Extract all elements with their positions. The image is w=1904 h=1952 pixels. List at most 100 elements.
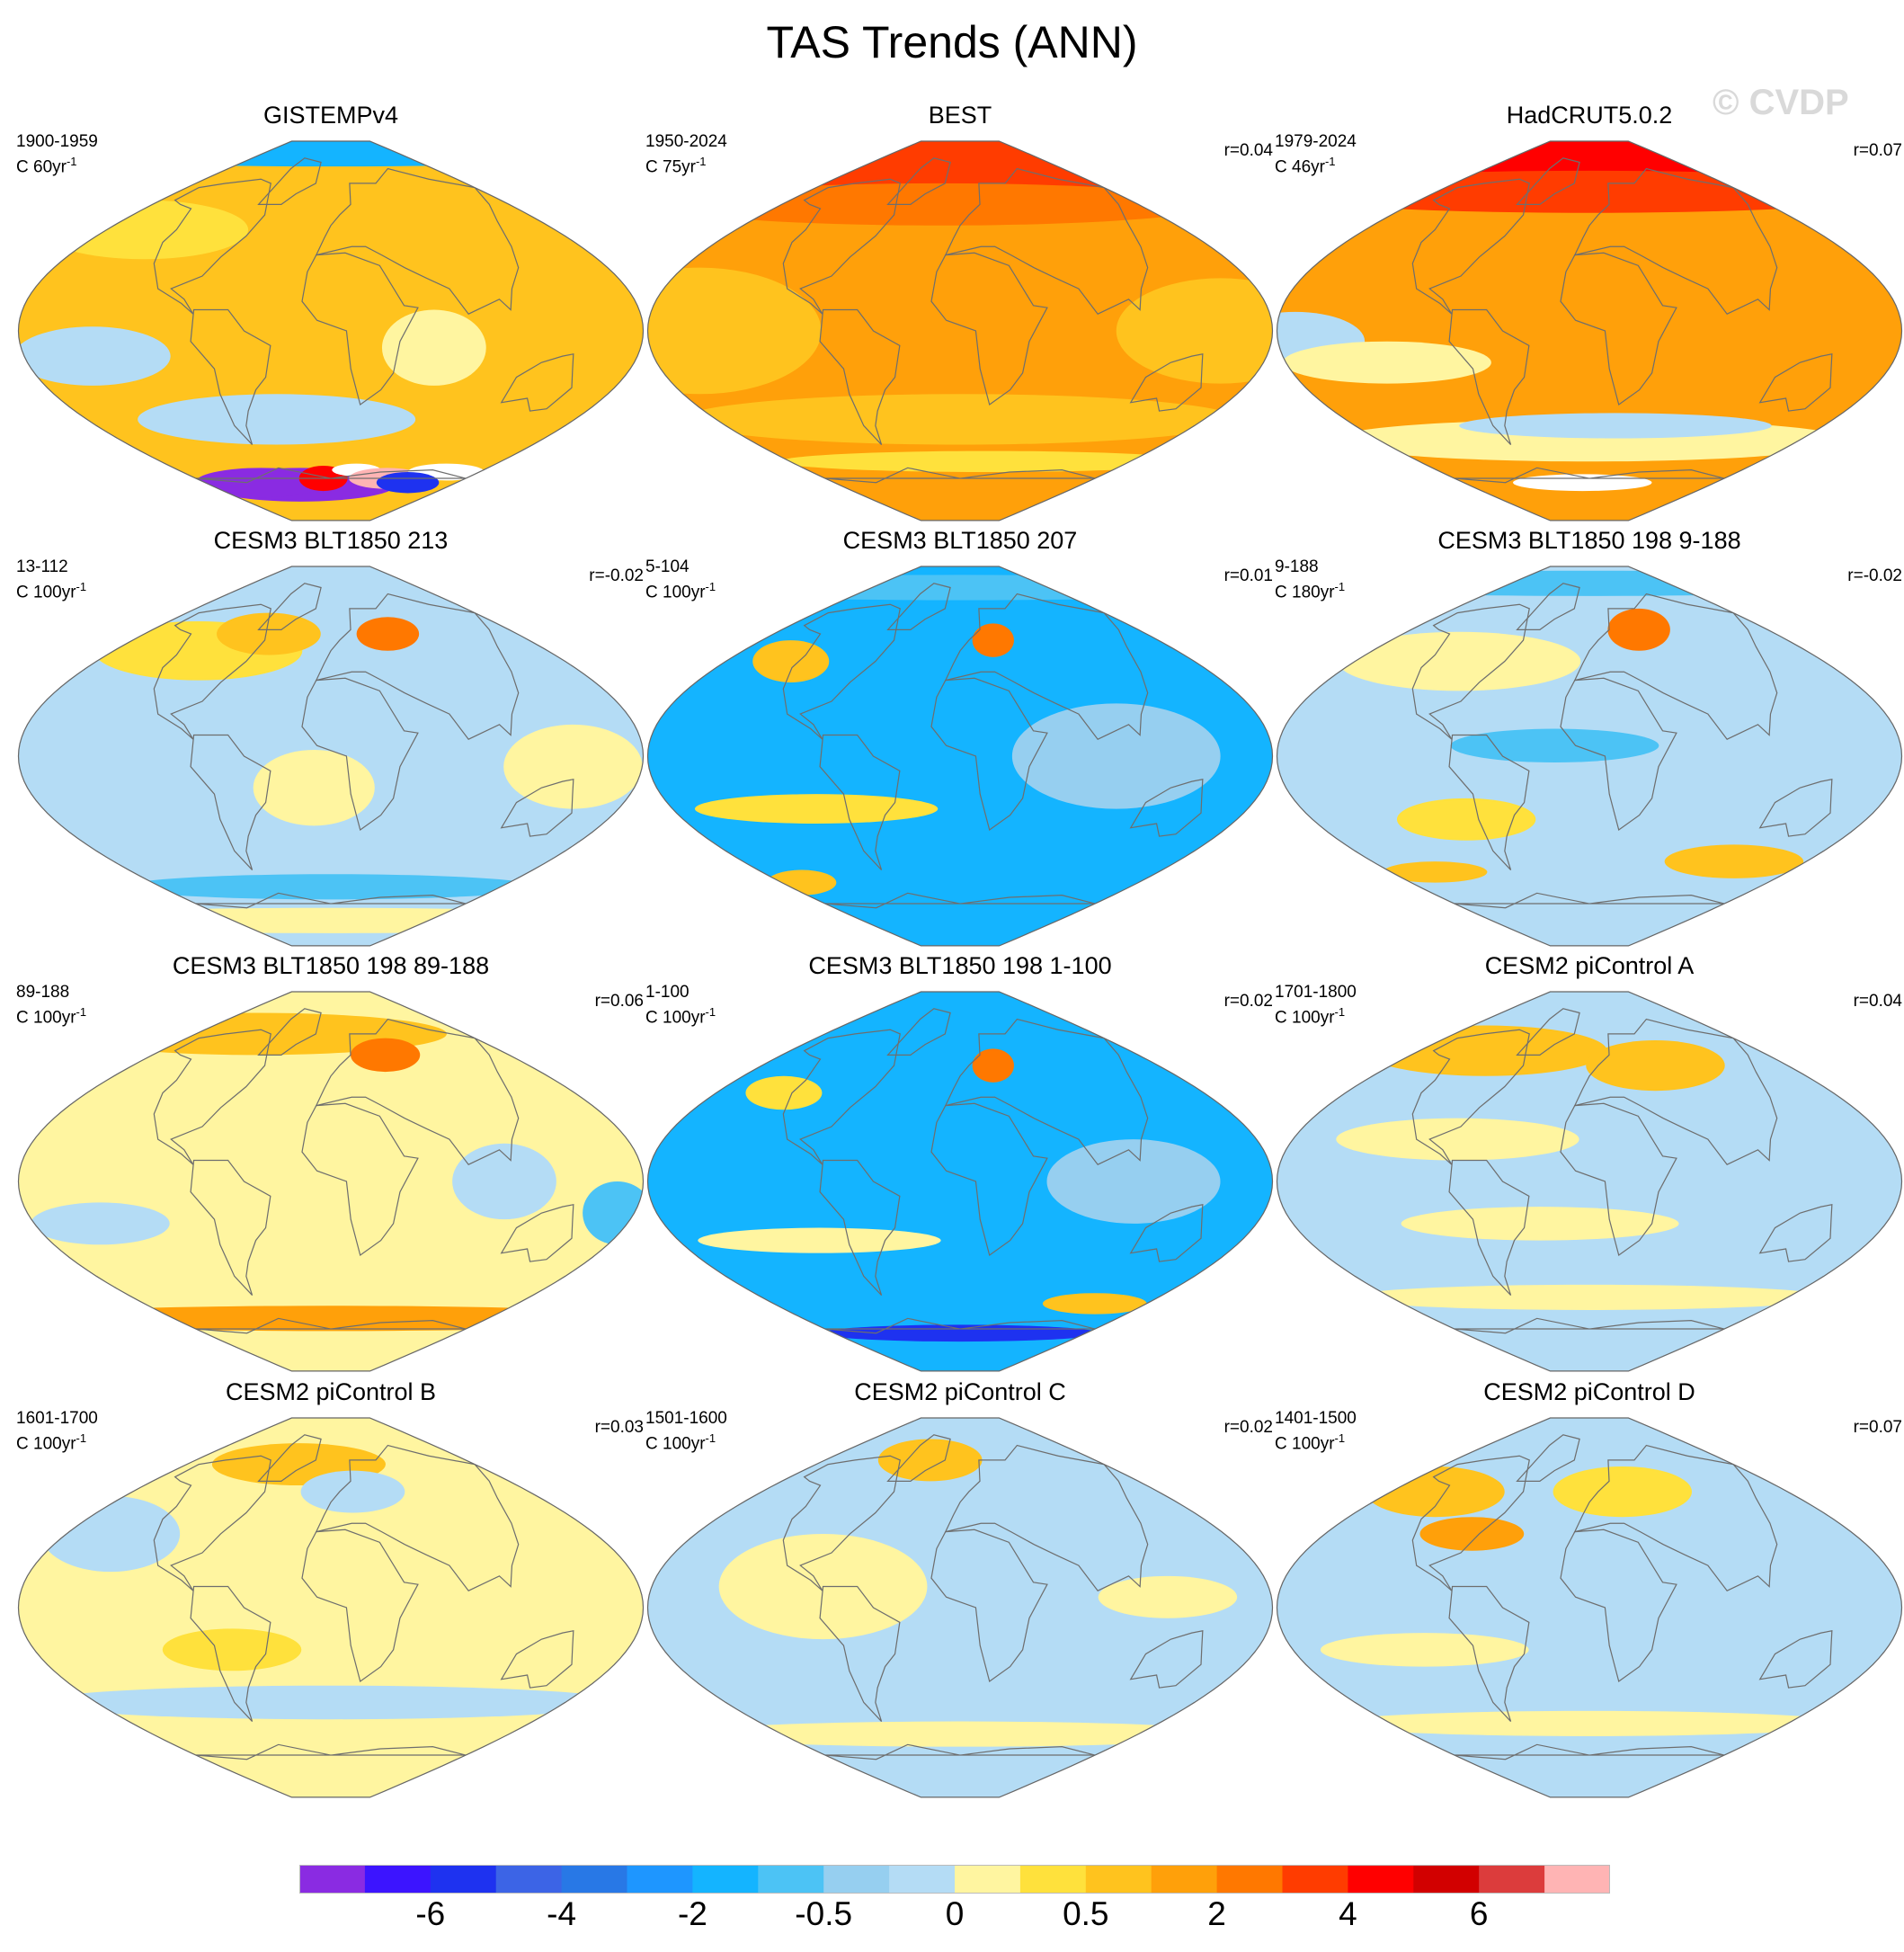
trend-field-patch bbox=[1346, 1284, 1833, 1310]
trend-field-patch bbox=[1401, 1207, 1679, 1241]
coastline bbox=[315, 1018, 520, 1165]
panel-units-exponent: -1 bbox=[1334, 1431, 1346, 1445]
coastline bbox=[195, 467, 467, 484]
map-panel: CESM2 piControl B 1601-1700 C 100yr-1 r=0.0… bbox=[16, 1378, 645, 1801]
panel-title: CESM2 piControl A bbox=[1484, 952, 1695, 979]
map-border bbox=[17, 566, 645, 947]
panel-title: HadCRUT5.0.2 bbox=[1506, 102, 1673, 129]
trend-field-patch bbox=[752, 640, 830, 682]
trend-field-patch bbox=[663, 183, 1218, 226]
panel-units: C 100yr-1 bbox=[16, 1003, 86, 1028]
coastline bbox=[301, 677, 419, 832]
coastline bbox=[301, 1102, 419, 1257]
coastline bbox=[257, 583, 322, 630]
trend-field-patch bbox=[1607, 608, 1670, 651]
panel-units-text: C 100yr bbox=[1275, 1008, 1335, 1028]
panel-correlation: r=0.04 bbox=[1223, 141, 1273, 160]
colorbar-swatch bbox=[430, 1865, 497, 1894]
trend-field-patch bbox=[1450, 728, 1659, 763]
panel-title: CESM3 BLT1850 198 89-188 bbox=[172, 952, 490, 979]
panel-units-exponent: -1 bbox=[1334, 580, 1346, 593]
trend-field-patch bbox=[779, 450, 1197, 473]
coastline bbox=[930, 1102, 1048, 1257]
panel-units: C 100yr-1 bbox=[645, 577, 716, 602]
trend-field-patch bbox=[1011, 703, 1221, 809]
panel-units: C 180yr-1 bbox=[1275, 577, 1345, 602]
panel-units: C 100yr-1 bbox=[1275, 1429, 1345, 1454]
coastline bbox=[1454, 1317, 1725, 1334]
panel-units-text: C 100yr bbox=[16, 1008, 76, 1028]
panel-units-exponent: -1 bbox=[1334, 1005, 1346, 1019]
panel-period: 1601-1700 bbox=[16, 1409, 98, 1428]
coastline bbox=[1411, 178, 1530, 315]
panel-units-text: C 75yr bbox=[645, 157, 696, 177]
panel-correlation: r=0.02 bbox=[1223, 1418, 1273, 1437]
colorbar-swatch bbox=[627, 1865, 693, 1894]
trend-field-patch bbox=[1364, 1025, 1607, 1076]
coastline bbox=[1454, 1743, 1725, 1760]
trend-field-patch bbox=[1664, 844, 1804, 878]
coastline bbox=[1573, 1018, 1778, 1165]
panel-period: 1701-1800 bbox=[1275, 983, 1357, 1002]
trend-field-patch bbox=[194, 468, 327, 498]
coastline bbox=[153, 1029, 271, 1165]
map-panel: CESM2 piControl C 1501-1600 C 100yr-1 r=0.0… bbox=[645, 1378, 1275, 1801]
coastline bbox=[1560, 1529, 1677, 1683]
robinson-map bbox=[1276, 1417, 1903, 1798]
coastline bbox=[886, 583, 951, 630]
trend-field-patch bbox=[1277, 170, 1902, 213]
panel-correlation: r=-0.02 bbox=[1847, 566, 1902, 585]
colorbar-swatch bbox=[1216, 1865, 1283, 1894]
robinson-map bbox=[17, 566, 645, 947]
panel-units-text: C 100yr bbox=[645, 583, 706, 602]
panel-correlation: r=-0.02 bbox=[589, 566, 644, 585]
panel-title: CESM2 piControl B bbox=[225, 1378, 437, 1405]
panel-units: C 100yr-1 bbox=[645, 1429, 716, 1454]
trend-field-patch bbox=[1277, 141, 1902, 175]
panel-period: 1501-1600 bbox=[645, 1409, 727, 1428]
trend-field-patch bbox=[682, 1721, 1238, 1747]
colorbar-swatch bbox=[1413, 1865, 1480, 1894]
panel-units-exponent: -1 bbox=[66, 155, 77, 168]
panel-units: C 46yr-1 bbox=[1275, 152, 1336, 177]
panel-units-text: C 100yr bbox=[16, 1434, 76, 1454]
coastline bbox=[1560, 252, 1677, 406]
panel-units-exponent: -1 bbox=[1324, 155, 1336, 168]
coastline bbox=[1411, 1455, 1530, 1591]
panel-units: C 100yr-1 bbox=[16, 577, 86, 602]
coastline bbox=[1516, 1434, 1580, 1482]
coastline bbox=[190, 1585, 271, 1722]
panel-units: C 60yr-1 bbox=[16, 152, 77, 177]
watermark-text: © CVDP bbox=[1713, 83, 1849, 122]
trend-field-patch bbox=[1042, 1293, 1147, 1315]
trend-field-patch bbox=[356, 617, 420, 651]
coastline bbox=[500, 1630, 574, 1689]
coastline bbox=[886, 157, 951, 205]
coastline bbox=[1758, 779, 1833, 837]
colorbar-tick-label: 0.5 bbox=[1063, 1895, 1109, 1932]
trend-field-patch bbox=[821, 1324, 1099, 1342]
coastline bbox=[930, 252, 1048, 406]
robinson-map bbox=[1276, 566, 1903, 947]
coastline bbox=[824, 1743, 1096, 1760]
coastline bbox=[1448, 308, 1530, 445]
robinson-map bbox=[646, 991, 1274, 1372]
colorbar-tick-label: -0.5 bbox=[795, 1895, 853, 1932]
coastline bbox=[819, 734, 901, 870]
panel-title: CESM2 piControl C bbox=[854, 1378, 1066, 1405]
panel-units-text: C 100yr bbox=[645, 1434, 706, 1454]
panel-correlation: r=0.03 bbox=[594, 1418, 644, 1437]
colorbar-swatch bbox=[1544, 1865, 1610, 1894]
coastline bbox=[153, 603, 271, 740]
colorbar-swatch bbox=[1348, 1865, 1414, 1894]
coastline bbox=[782, 1455, 901, 1591]
coastline bbox=[819, 1159, 901, 1296]
trend-field-patch bbox=[767, 869, 837, 896]
coastline bbox=[190, 734, 271, 870]
trend-field-patch bbox=[1419, 1517, 1525, 1551]
coastline bbox=[1573, 1444, 1778, 1591]
coastline bbox=[1448, 1585, 1530, 1722]
colorbar-swatch bbox=[955, 1865, 1021, 1894]
map-border bbox=[646, 140, 1274, 521]
panel-units: C 75yr-1 bbox=[645, 152, 707, 177]
